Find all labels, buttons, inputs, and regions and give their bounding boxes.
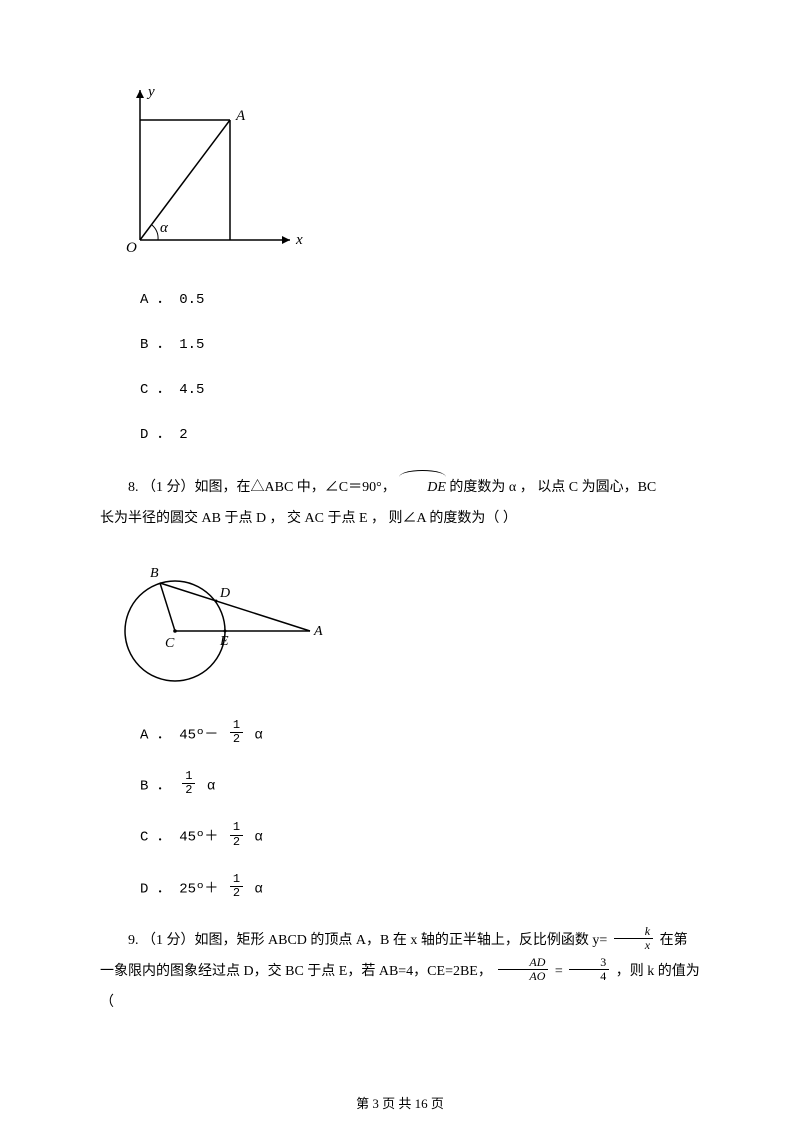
option-7D: D ． 2 [140,425,700,446]
coordinate-diagram: y x O A α [100,80,310,260]
opt8C-frac: 12 [230,821,243,848]
opt8A-frac: 12 [230,719,243,746]
point-E: E [219,634,229,649]
option-8B: B ． 12 α [140,772,700,799]
diagram-q7: y x O A α [100,80,700,260]
y-axis-label: y [146,84,155,100]
option-8C: C ． 45º＋ 12 α [140,823,700,850]
option-7C: C ． 4.5 [140,380,700,401]
point-B: B [150,566,159,581]
circle-triangle-diagram: B D C E A [110,551,340,691]
opt8A-pre: A ． 45º－ [140,727,227,743]
opt8A-post: α [254,727,262,743]
q9-frac1: kx [614,925,653,952]
opt8B-pre: B ． [140,778,171,794]
point-A-label: A [235,108,246,124]
question-9-text: 9. （1 分）如图，矩形 ABCD 的顶点 A，B 在 x 轴的正半轴上，反比… [100,926,700,1018]
opt8D-frac: 12 [230,873,243,900]
opt8D-post: α [254,881,262,897]
option-7B: B ． 1.5 [140,335,700,356]
q8-line2: 长为半径的圆交 AB 于点 D ， 交 AC 于点 E ， 则∠A 的度数为（ … [100,504,517,535]
alpha-label: α [160,220,169,236]
x-axis-label: x [295,232,303,248]
point-D: D [219,586,230,601]
question-8-text: 8. （1 分）如图，在△ABC 中，∠C＝90°， DE 的度数为 α ， 以… [100,470,700,535]
arc-DE: DE [399,470,446,504]
point-C: C [165,636,175,651]
opt8D-pre: D ． 25º＋ [140,881,227,897]
option-8A: A ． 45º－ 12 α [140,721,700,748]
origin-label: O [126,240,137,256]
q9-frac3: 34 [569,956,609,983]
q9-line1-post: 在第 [660,933,688,948]
opt8C-post: α [254,830,262,846]
q8-prefix: 8. （1 分）如图，在△ABC 中，∠C＝90°， [128,480,396,495]
q9-line2-pre: 一象限内的图象经过点 D，交 BC 于点 E，若 AB=4，CE=2BE， [100,957,492,988]
page-footer: 第 3 页 共 16 页 [0,1093,800,1112]
opt8B-post: α [207,778,215,794]
point-A: A [313,624,323,639]
q8-mid: 的度数为 α ， 以点 C 为圆心，BC [449,480,656,495]
q9-frac2: ADAO [498,956,548,983]
option-7A: A ． 0.5 [140,290,700,311]
diagram-q8: B D C E A [110,551,700,691]
q9-line1-pre: 9. （1 分）如图，矩形 ABCD 的顶点 A，B 在 x 轴的正半轴上，反比… [128,933,611,948]
option-8D: D ． 25º＋ 12 α [140,875,700,902]
q9-eq: = [555,964,566,979]
opt8C-pre: C ． 45º＋ [140,830,227,846]
opt8B-frac: 12 [182,770,195,797]
